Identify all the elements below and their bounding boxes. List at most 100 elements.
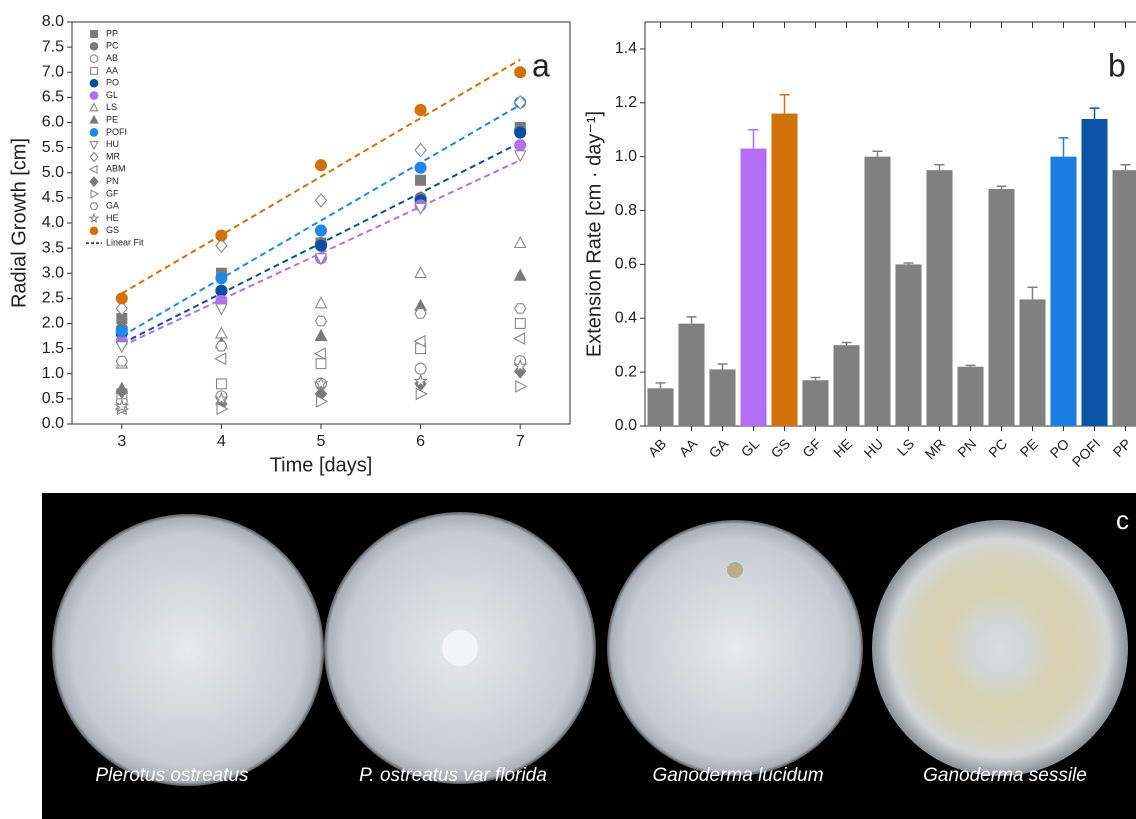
x-tick-label: 5 (317, 433, 326, 450)
marker (514, 303, 527, 314)
legend-marker (90, 189, 100, 199)
y-tick-label: 0.5 (42, 390, 64, 407)
photo-caption: Ganoderma lucidum (652, 765, 823, 786)
bar (957, 366, 984, 426)
x-tick-label: 6 (416, 433, 425, 450)
x-tick-label: PC (985, 435, 1010, 460)
marker (215, 378, 227, 390)
y-tick-label: 1.0 (42, 365, 64, 382)
fit-line (121, 159, 521, 348)
legend-marker (89, 102, 99, 112)
marker (513, 332, 526, 346)
bar (833, 345, 860, 426)
legend-label: PN (106, 176, 119, 186)
bar (678, 323, 705, 426)
petri-dish (52, 514, 324, 786)
y-tick-label: 0.0 (615, 417, 637, 434)
legend-marker (88, 212, 100, 224)
x-tick-label: GL (738, 435, 763, 460)
legend-marker (89, 54, 99, 63)
legend-marker (90, 30, 98, 38)
marker (115, 300, 129, 316)
marker (215, 238, 228, 254)
photo-panel: c Plerotus ostreatus P. ostreatus var fl… (42, 493, 1136, 819)
y-tick-label: 0.0 (42, 415, 64, 432)
marker (114, 398, 130, 413)
y-axis-title: Extension Rate [cm · day⁻¹] (583, 111, 605, 357)
marker (115, 341, 129, 354)
legend-label: HE (106, 213, 119, 223)
legend-marker (89, 141, 99, 151)
dish-center (442, 630, 478, 666)
legend-marker (89, 41, 99, 51)
marker (513, 235, 527, 249)
photo-caption: P. ostreatus var florida (359, 765, 547, 786)
bar (926, 170, 953, 426)
marker (415, 387, 428, 401)
marker (513, 150, 527, 163)
bar (771, 113, 798, 426)
error-bar (872, 150, 883, 157)
marker (314, 296, 328, 309)
marker (314, 192, 328, 208)
y-tick-label: 5.0 (42, 164, 64, 181)
fit-line (121, 104, 521, 337)
marker (314, 224, 328, 237)
marker (215, 272, 228, 285)
bar (864, 156, 891, 426)
petri-dish (607, 520, 863, 776)
legend-label: GF (106, 188, 119, 198)
y-tick-label: 2.5 (42, 290, 64, 307)
x-tick-label: POFI (1069, 435, 1103, 469)
marker (313, 347, 326, 361)
legend-marker (90, 66, 98, 75)
y-tick-label: 0.6 (615, 256, 637, 273)
legend-label: PO (106, 78, 119, 88)
marker (314, 253, 328, 266)
marker (115, 324, 128, 338)
legend-marker (89, 114, 99, 124)
error-bar (810, 376, 821, 381)
legend-label: HU (106, 139, 119, 149)
marker (315, 358, 327, 370)
x-tick-label: PO (1047, 435, 1073, 461)
legend-marker (89, 176, 99, 188)
marker (513, 363, 527, 379)
marker (216, 402, 229, 416)
panel-label: b (1108, 47, 1126, 83)
marker (314, 328, 328, 342)
legend-marker (89, 128, 99, 137)
marker (115, 292, 128, 305)
marker (214, 391, 229, 406)
x-tick-label: HU (861, 435, 887, 461)
marker (214, 326, 228, 339)
fit-line (121, 58, 521, 295)
y-tick-label: 7.5 (42, 38, 64, 55)
legend-label: GL (106, 90, 118, 100)
marker (513, 94, 527, 110)
bar (1050, 156, 1077, 426)
legend-label: MR (106, 151, 120, 161)
marker (414, 142, 427, 158)
bar (647, 388, 674, 426)
marker (514, 126, 527, 139)
error-bar (903, 262, 914, 265)
marker (514, 139, 527, 152)
marker (215, 284, 228, 297)
legend-label: LS (106, 102, 117, 112)
error-bar (996, 185, 1007, 189)
x-tick-label: MR (922, 435, 949, 462)
legend-marker (89, 151, 99, 163)
photo-caption: Ganoderma sessile (923, 765, 1087, 786)
y-tick-label: 1.2 (615, 94, 637, 111)
x-tick-label: HE (830, 435, 855, 460)
x-tick-label: 4 (217, 433, 226, 450)
legend-marker (89, 202, 99, 211)
legend-label: AA (106, 65, 118, 75)
bar (709, 369, 736, 426)
bar (802, 380, 829, 426)
y-tick-label: 0.4 (615, 309, 637, 326)
x-tick-label: 3 (117, 433, 126, 450)
plot-frame (644, 21, 1136, 427)
